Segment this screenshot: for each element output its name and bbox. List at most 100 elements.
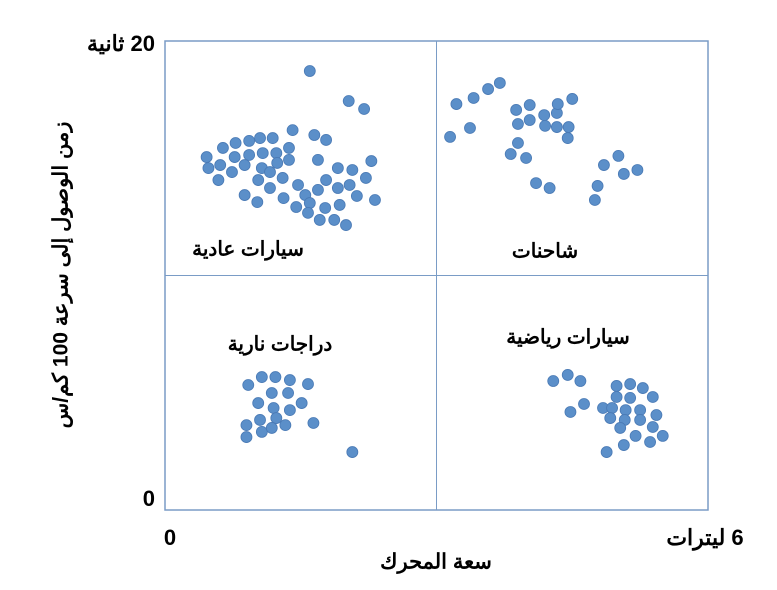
data-point (270, 147, 283, 159)
data-point (290, 201, 303, 213)
data-point (512, 137, 524, 149)
data-point (614, 422, 627, 434)
data-point (282, 387, 294, 399)
data-point (598, 159, 610, 171)
data-point (358, 103, 371, 115)
data-point (564, 406, 577, 418)
data-point (588, 194, 601, 206)
data-point (277, 192, 290, 205)
data-point (312, 153, 324, 166)
data-point (510, 104, 523, 116)
data-point (543, 182, 556, 194)
x-tick-label: 6 ليترات (666, 525, 743, 551)
data-point (539, 119, 551, 132)
data-point (238, 159, 251, 171)
data-point (346, 446, 359, 458)
data-point (302, 378, 314, 390)
data-point (523, 99, 536, 111)
data-point (482, 83, 494, 95)
data-point (242, 379, 255, 391)
data-point (228, 151, 241, 163)
data-point (286, 124, 299, 137)
data-point (550, 121, 563, 133)
data-point (200, 151, 213, 163)
quadrant-label: شاحنات (512, 240, 578, 262)
data-point (360, 172, 372, 184)
data-point (619, 404, 632, 417)
data-point (276, 172, 289, 184)
data-point (365, 155, 378, 167)
data-point (604, 412, 617, 424)
data-point (217, 142, 229, 154)
y-tick-label: 0 (143, 486, 155, 511)
data-point (320, 174, 332, 186)
data-point (350, 190, 363, 202)
data-point (346, 164, 359, 176)
data-point (562, 121, 575, 133)
data-point (343, 179, 356, 191)
data-point (600, 446, 613, 458)
data-point (547, 375, 560, 387)
data-point (243, 134, 256, 147)
data-point (265, 387, 278, 399)
y-axis-label: زمن الوصول إلى سرعة 100 كم/س (50, 122, 74, 429)
data-point (624, 378, 637, 390)
data-point (369, 194, 381, 206)
data-point (493, 77, 506, 89)
data-point (292, 179, 304, 191)
data-point (530, 177, 542, 190)
data-point (264, 182, 276, 194)
data-point (606, 402, 618, 414)
data-point (279, 419, 292, 432)
data-point (254, 414, 266, 426)
data-point (591, 180, 604, 192)
data-point (238, 189, 251, 201)
data-point (240, 419, 253, 432)
data-point (283, 142, 295, 154)
data-point (328, 214, 341, 226)
data-point (255, 371, 268, 383)
data-point (464, 122, 476, 134)
data-point (312, 184, 324, 196)
data-point (610, 391, 623, 403)
data-point (229, 137, 242, 149)
data-point (331, 182, 344, 194)
data-point (269, 371, 282, 383)
data-point (271, 157, 284, 169)
data-point (256, 147, 269, 159)
data-point (265, 422, 278, 434)
data-point (644, 436, 656, 448)
data-point (646, 391, 659, 403)
data-point (340, 219, 352, 231)
data-point (617, 168, 630, 180)
data-point (520, 152, 532, 164)
data-point (566, 93, 579, 105)
data-point (251, 196, 264, 209)
data-point (624, 392, 637, 404)
data-point (214, 159, 227, 171)
data-point (202, 162, 215, 174)
data-point (333, 199, 346, 211)
data-point (267, 402, 280, 414)
data-point (212, 174, 225, 186)
quadrant-label: دراجات نارية (228, 333, 333, 356)
data-point (629, 429, 642, 442)
data-point (561, 132, 574, 144)
data-point (450, 98, 463, 110)
data-point (320, 134, 332, 146)
data-point (226, 166, 238, 178)
quadrant-label: سيارات رياضية (506, 326, 630, 349)
data-point (307, 417, 320, 429)
data-point (504, 148, 517, 160)
data-point (243, 149, 256, 161)
data-point (561, 369, 574, 381)
y-tick-label: 20 ثانية (87, 31, 155, 56)
data-point (636, 382, 649, 394)
data-point (303, 65, 316, 77)
data-point (612, 150, 625, 162)
data-point (308, 129, 321, 141)
data-point (266, 132, 279, 144)
data-point (523, 114, 536, 126)
data-point (444, 131, 456, 143)
data-point (656, 429, 669, 442)
